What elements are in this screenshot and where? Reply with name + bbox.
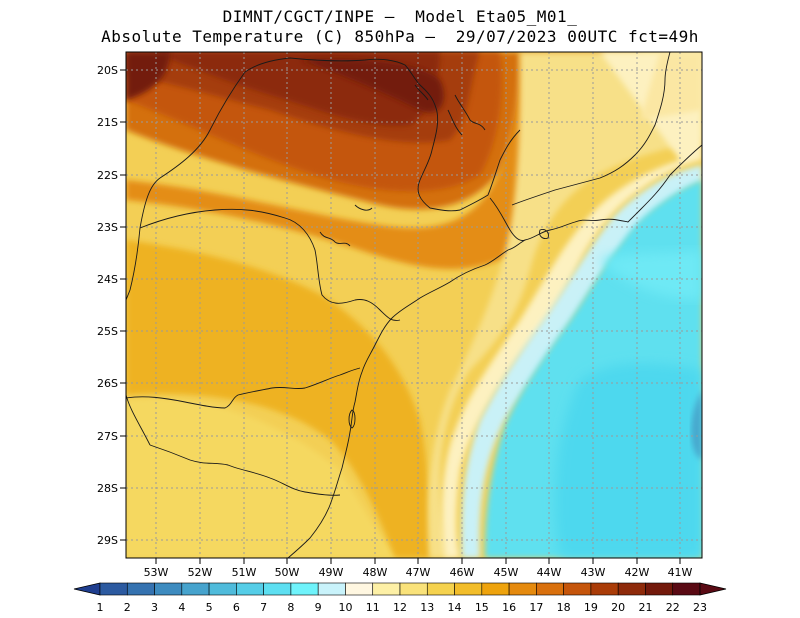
lon-label: 51W (232, 566, 257, 579)
lon-label: 41W (668, 566, 693, 579)
border-mg-rj (511, 52, 671, 206)
colorbar-label: 8 (287, 601, 294, 614)
lat-label: 27S (97, 430, 118, 443)
colorbar-arrow-left (73, 582, 101, 596)
border-argentina (126, 394, 151, 446)
colorbar-label: 9 (315, 601, 322, 614)
colorbar-segment (454, 582, 483, 596)
lon-axis: 53W 52W 51W 50W 49W 48W 47W 46W 45W 44W … (144, 558, 693, 579)
colorbar-label: 7 (260, 601, 267, 614)
colorbar-label: 11 (366, 601, 380, 614)
island-ilhabela (539, 229, 549, 239)
colorbar-segment (99, 582, 128, 596)
lon-label: 53W (144, 566, 169, 579)
colorbar-label: 16 (502, 601, 516, 614)
colorbar-label: 1 (97, 601, 104, 614)
lat-axis: 20S 21S 22S 23S 24S 25S 26S 27S 28S 29S (97, 64, 126, 547)
reservoir-4 (414, 84, 429, 101)
lat-label: 24S (97, 273, 118, 286)
colorbar-segment (154, 582, 183, 596)
colorbar-segment (317, 582, 346, 596)
colorbar-label: 6 (233, 601, 240, 614)
lat-label: 21S (97, 116, 118, 129)
colorbar-segment (290, 582, 319, 596)
temperature-field (126, 52, 702, 558)
lat-label: 23S (97, 221, 118, 234)
lat-label: 29S (97, 534, 118, 547)
lon-label: 50W (275, 566, 300, 579)
colorbar-label: 21 (638, 601, 652, 614)
colorbar-segment (481, 582, 510, 596)
colorbar-segment (645, 582, 674, 596)
border-sp-pr (139, 208, 401, 321)
colorbar-label: 19 (584, 601, 598, 614)
colorbar-segment (399, 582, 428, 596)
colorbar-label: 18 (557, 601, 571, 614)
lon-label: 47W (406, 566, 431, 579)
border-pr-sc (126, 367, 361, 409)
colorbar-label: 17 (529, 601, 543, 614)
colorbar-segment (426, 582, 455, 596)
chart-title-line2: Absolute Temperature (C) 850hPa – 29/07/… (101, 27, 699, 46)
lat-label: 26S (97, 377, 118, 390)
colorbar-label: 14 (448, 601, 462, 614)
lon-label: 52W (188, 566, 213, 579)
colorbar-label: 3 (151, 601, 158, 614)
colorbar-label: 20 (611, 601, 625, 614)
colorbar-segment (536, 582, 564, 596)
border-rj-sp (489, 197, 526, 241)
colorbar-segment (263, 582, 292, 596)
colorbar-segment (617, 582, 646, 596)
colorbar-segment (672, 582, 701, 596)
lat-label: 25S (97, 325, 118, 338)
map-frame (125, 51, 703, 559)
colorbar: 1 2 3 4 5 6 7 8 9 10 11 12 13 14 15 16 17 18 19 20 21 22 23 (73, 582, 727, 614)
lon-label: 46W (450, 566, 475, 579)
lat-label: 28S (97, 482, 118, 495)
lon-label: 42W (625, 566, 650, 579)
island-florianopolis (348, 409, 356, 429)
lat-lon-grid (126, 52, 702, 558)
colorbar-segment (590, 582, 619, 596)
lon-label: 44W (537, 566, 562, 579)
reservoir-3 (354, 204, 373, 211)
colorbar-label: 4 (178, 601, 185, 614)
lat-label: 22S (97, 169, 118, 182)
borders-and-coastline (126, 52, 702, 558)
colorbar-label: 15 (475, 601, 489, 614)
lon-label: 43W (581, 566, 606, 579)
colorbar-label: 23 (693, 601, 707, 614)
colorbar-segment (126, 582, 155, 596)
colorbar-label: 12 (393, 601, 407, 614)
colorbar-segment (236, 582, 264, 596)
border-ms-pr (126, 227, 141, 301)
colorbar-label: 22 (666, 601, 680, 614)
colorbar-segment (508, 582, 537, 596)
coastline (287, 144, 702, 558)
border-sp-mg (244, 57, 521, 212)
colorbar-segment (345, 582, 374, 596)
reservoir-1 (447, 94, 486, 136)
lon-label: 48W (363, 566, 388, 579)
colorbar-segment (372, 582, 401, 596)
reservoir-2 (319, 231, 351, 247)
lon-label: 45W (494, 566, 519, 579)
colorbar-arrow-right (699, 582, 727, 596)
border-ms-sp (139, 71, 246, 229)
colorbar-segment (181, 582, 210, 596)
lon-label: 49W (319, 566, 344, 579)
colorbar-label: 13 (420, 601, 434, 614)
colorbar-segment (563, 582, 592, 596)
border-sc-rs (149, 444, 341, 496)
colorbar-label: 5 (206, 601, 213, 614)
colorbar-segment (208, 582, 237, 596)
lat-label: 20S (97, 64, 118, 77)
colorbar-label: 2 (124, 601, 131, 614)
colorbar-label: 10 (338, 601, 352, 614)
chart-title-line1: DIMNT/CGCT/INPE – Model Eta05_M01_ (222, 7, 578, 26)
